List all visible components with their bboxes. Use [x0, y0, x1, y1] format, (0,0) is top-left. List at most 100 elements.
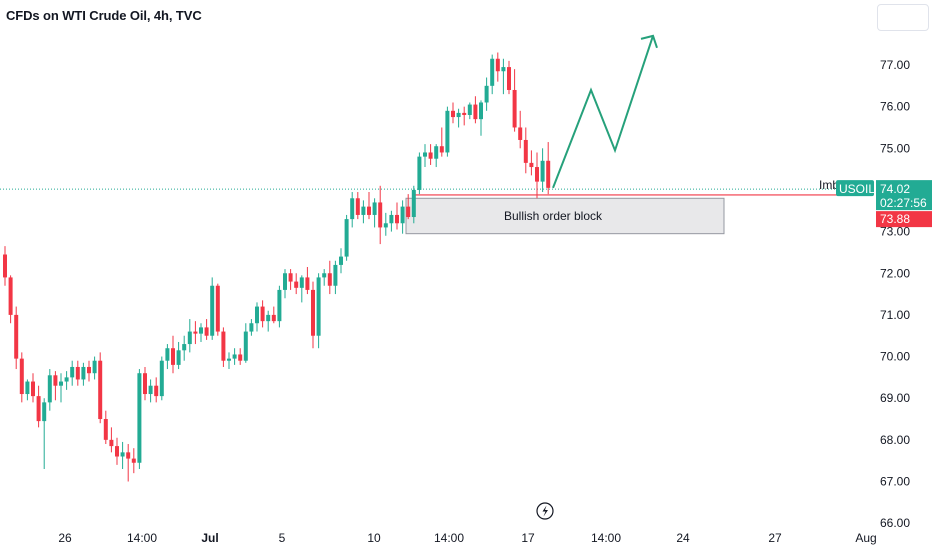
- candle-body: [333, 264, 338, 286]
- x-tick-label: 24: [676, 531, 690, 545]
- candle-body: [501, 67, 506, 72]
- candle-body: [361, 206, 366, 215]
- candle: [221, 327, 226, 367]
- x-tick-label: 10: [367, 531, 381, 545]
- candle-body: [529, 162, 534, 168]
- candle: [31, 373, 35, 403]
- candle-body: [143, 373, 147, 395]
- lightning-icon[interactable]: [536, 502, 554, 520]
- candle: [389, 210, 394, 232]
- candle-body: [546, 160, 551, 188]
- chart-settings-button[interactable]: [877, 4, 929, 31]
- candle-body: [344, 219, 349, 257]
- candle-body: [53, 375, 58, 386]
- candle: [115, 437, 119, 465]
- candle: [383, 212, 388, 236]
- order-block-zone: Bullish order block: [405, 197, 725, 235]
- x-tick-label: Aug: [855, 531, 876, 545]
- candle-body: [456, 112, 461, 118]
- x-tick-label: 27: [768, 531, 782, 545]
- candle: [98, 352, 103, 424]
- candle: [355, 192, 360, 220]
- candle: [428, 144, 433, 165]
- imbalance-label: Imb: [819, 178, 839, 192]
- candle: [92, 356, 97, 380]
- candle: [288, 269, 293, 290]
- y-tick-label: 75.00: [880, 141, 910, 155]
- x-tick-label: 5: [279, 531, 286, 545]
- candle-body: [120, 452, 125, 457]
- candle: [176, 341, 181, 370]
- candle: [512, 69, 517, 132]
- candle-body: [467, 104, 472, 115]
- candle-body: [47, 375, 52, 403]
- candle: [462, 106, 467, 126]
- candle-body: [227, 358, 231, 361]
- candle: [417, 152, 422, 195]
- candle-body: [395, 214, 399, 224]
- candle: [535, 152, 539, 199]
- candle: [434, 144, 439, 168]
- x-tick-label: 14:00: [434, 531, 464, 545]
- last-price-badge: [876, 180, 932, 211]
- candle: [484, 77, 489, 111]
- candle: [204, 319, 209, 340]
- y-tick-label: 68.00: [880, 433, 910, 447]
- candle: [451, 102, 455, 124]
- candle-body: [249, 323, 254, 332]
- y-tick-label: 73.00: [880, 225, 910, 239]
- candle: [154, 377, 159, 403]
- candle: [255, 302, 259, 332]
- candle: [59, 373, 63, 403]
- candle-body: [126, 452, 131, 459]
- x-tick-label: 26: [58, 531, 72, 545]
- candle: [518, 110, 523, 149]
- candle: [70, 360, 75, 386]
- y-axis: 77.0076.0075.0074.0073.0072.0071.0070.00…: [880, 58, 910, 530]
- candle-body: [411, 189, 416, 218]
- candle-body: [316, 277, 321, 336]
- candle: [479, 100, 483, 136]
- candle-body: [238, 354, 243, 361]
- candle: [42, 398, 47, 470]
- y-tick-label: 70.00: [880, 350, 910, 364]
- candle-body: [182, 344, 187, 351]
- candles: [3, 52, 551, 482]
- candle: [75, 360, 80, 386]
- candle-body: [64, 377, 69, 382]
- candle-body: [204, 327, 209, 336]
- projection-arrow[interactable]: [552, 35, 654, 189]
- candle-body: [322, 273, 327, 278]
- candle-body: [288, 273, 293, 282]
- y-tick-label: 66.00: [880, 516, 910, 530]
- candle-body: [540, 160, 545, 182]
- candle-body: [25, 381, 30, 395]
- candle-body: [3, 254, 7, 278]
- candle: [232, 348, 237, 365]
- order-block-label: Bullish order block: [504, 209, 603, 223]
- candle-body: [14, 314, 19, 359]
- candle: [120, 441, 125, 470]
- symbol-badge-text: USOIL: [839, 182, 875, 196]
- candle: [316, 273, 321, 349]
- candle: [327, 260, 332, 295]
- candle: [165, 344, 170, 370]
- candle: [322, 269, 327, 286]
- candle: [266, 310, 271, 332]
- candle-body: [383, 223, 388, 228]
- candle: [344, 214, 349, 261]
- candle-body: [187, 331, 192, 345]
- candle: [193, 321, 198, 345]
- candle-body: [400, 206, 405, 224]
- candle-body: [8, 277, 13, 315]
- chart-title: CFDs on WTI Crude Oil, 4h, TVC: [6, 8, 202, 23]
- projection-arrow-head: [640, 34, 658, 49]
- candle: [243, 323, 248, 363]
- candle: [490, 54, 495, 95]
- y-tick-label: 71.00: [880, 308, 910, 322]
- candle-body: [92, 360, 97, 374]
- x-tick-label: 14:00: [127, 531, 157, 545]
- candle-body: [115, 446, 119, 457]
- order-block-rect[interactable]: [405, 197, 725, 235]
